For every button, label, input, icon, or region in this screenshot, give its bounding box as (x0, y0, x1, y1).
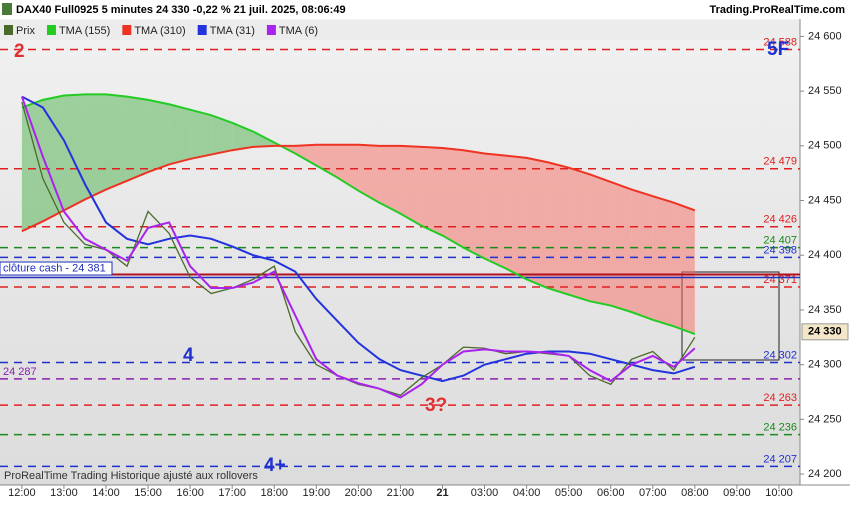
x-tick-label: 15:00 (134, 487, 162, 499)
y-tick-label: 24 550 (808, 85, 842, 97)
y-tick-label: 24 400 (808, 249, 842, 261)
tma-fill (190, 109, 212, 159)
annotation: 2 (14, 41, 25, 62)
tma-fill (400, 145, 422, 226)
legend-swatch (4, 25, 13, 35)
tma-fill (358, 144, 380, 203)
y-tick-label: 24 250 (808, 413, 842, 425)
x-tick-label: 06:00 (597, 487, 625, 499)
y-tick-label: 24 500 (808, 140, 842, 152)
level-label: 24 371 (763, 274, 797, 286)
series-line (21, 93, 696, 335)
x-tick-label: 03:00 (471, 487, 499, 499)
level-label: 24 426 (763, 214, 797, 226)
tma-fill (316, 144, 338, 178)
legend-swatch (122, 25, 132, 35)
tma-fill (631, 189, 653, 320)
y-tick-label: 24 300 (808, 359, 842, 371)
legend-label: TMA (155) (59, 25, 110, 37)
x-tick-label: 21:00 (387, 487, 415, 499)
x-tick-label: 21 (436, 487, 448, 499)
tma-fill (652, 196, 674, 327)
last-price-box (801, 323, 849, 341)
level-label: 24 398 (763, 244, 797, 256)
x-tick-label: 18:00 (260, 487, 288, 499)
tma-fill (442, 148, 464, 248)
x-tick-label: 12:00 (8, 487, 36, 499)
tma-fill (484, 153, 506, 269)
tma-fill (526, 157, 548, 289)
tma-fill (673, 202, 695, 335)
level-label: 24 302 (763, 349, 797, 361)
x-tick-label: 17:00 (218, 487, 246, 499)
x-tick-label: 20:00 (345, 487, 373, 499)
legend-swatch (197, 25, 207, 35)
header-bar (0, 0, 850, 19)
chart-title: DAX40 Full0925 5 minutes 24 330 -0,22 % … (16, 4, 346, 16)
instrument-icon (2, 3, 12, 15)
close-label-box (0, 261, 113, 276)
annotation: 4+ (264, 455, 286, 476)
source: Trading.ProRealTime.com (709, 4, 845, 16)
footer: ProRealTime Trading Historique ajusté au… (4, 470, 258, 482)
series-line (21, 143, 696, 233)
legend-swatch (266, 25, 276, 35)
legend-bar (0, 20, 800, 40)
x-tick-label: 19:00 (303, 487, 331, 499)
y-tick-label: 24 200 (808, 468, 842, 480)
tma-fill (274, 142, 296, 154)
tma-fill (84, 94, 106, 200)
x-tick-label: 10:00 (765, 487, 793, 499)
tma-fill (211, 115, 233, 155)
level-label: 24 407 (763, 234, 797, 246)
last-price-label: 24 330 (808, 326, 842, 338)
x-tick-label: 05:00 (555, 487, 583, 499)
level-label: 24 207 (763, 453, 797, 465)
tma-fill (379, 145, 401, 214)
legend-label: TMA (31) (210, 25, 255, 37)
close-label: clôture cash - 24 381 (3, 262, 106, 274)
y-tick-label: 24 350 (808, 304, 842, 316)
annotation: 3? (425, 395, 447, 416)
tma-fill (568, 167, 590, 302)
tma-fill (337, 144, 359, 191)
x-tick-label: 09:00 (723, 487, 751, 499)
tma-fill (421, 146, 443, 236)
legend-swatch (46, 25, 56, 35)
tma-fill (169, 104, 191, 165)
x-tick-label: 04:00 (513, 487, 541, 499)
tma-fill (295, 144, 317, 166)
tma-fill (127, 96, 149, 181)
x-tick-label: 08:00 (681, 487, 709, 499)
tma-fill (505, 155, 527, 280)
x-tick-label: 14:00 (92, 487, 120, 499)
annotation: 4 (183, 345, 194, 366)
x-tick-label: 16:00 (176, 487, 204, 499)
tma-fill (547, 162, 569, 295)
y-axis-area (800, 19, 850, 485)
tma-fill (105, 94, 128, 190)
level-label: 24 263 (763, 392, 797, 404)
annotation: 5F (767, 39, 789, 60)
tma-fill (463, 150, 485, 259)
level-label: 24 287 (3, 366, 37, 378)
legend-label: Prix (16, 25, 35, 37)
tma-fill (148, 99, 170, 173)
level-label: 24 479 (763, 156, 797, 168)
legend-label: TMA (6) (279, 25, 318, 37)
legend-label: TMA (310) (134, 25, 185, 37)
series-line (21, 95, 696, 383)
level-label: 24 236 (763, 422, 797, 434)
series-line (20, 96, 696, 399)
tma-fill (589, 174, 611, 306)
y-tick-label: 24 600 (808, 30, 842, 42)
tma-fill (21, 99, 43, 232)
x-tick-label: 07:00 (639, 487, 667, 499)
level-label: 24 588 (763, 36, 797, 48)
tma-fill (63, 94, 85, 211)
y-tick-label: 24 450 (808, 194, 842, 206)
x-tick-label: 13:00 (50, 487, 78, 499)
